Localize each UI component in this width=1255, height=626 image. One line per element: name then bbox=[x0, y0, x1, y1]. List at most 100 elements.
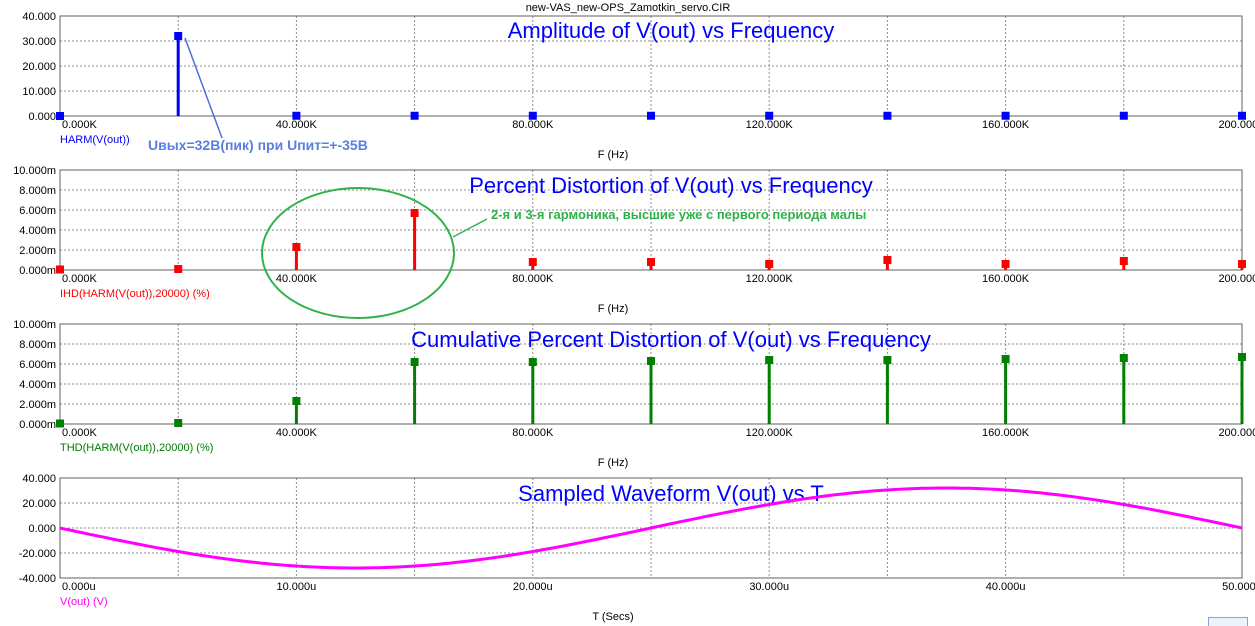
y-tick-label: 6.000m bbox=[19, 205, 56, 217]
x-tick-label: 120.000K bbox=[746, 427, 794, 439]
y-tick-label: 20.000 bbox=[22, 498, 56, 510]
chart-panel-2: 0.000m 2.000m 4.000m 6.000m 8.000m 10.000m 0.0… bbox=[13, 165, 1255, 315]
data-point bbox=[292, 111, 301, 120]
data-point bbox=[1001, 111, 1010, 120]
x-tick-label: 0.000K bbox=[62, 273, 98, 285]
y-tick-label: 30.000 bbox=[22, 36, 56, 48]
data-point bbox=[1001, 260, 1010, 268]
y-tick-label: 0.000 bbox=[28, 523, 56, 535]
data-point bbox=[528, 258, 537, 266]
data-point bbox=[56, 419, 64, 428]
data-point bbox=[765, 260, 774, 268]
x-axis-label: T (Secs) bbox=[592, 611, 633, 623]
data-point bbox=[765, 356, 774, 364]
y-tick-label: 0.000m bbox=[19, 265, 56, 277]
chart-panel-4: -40.000 -20.000 0.000 20.000 40.000 0.000u 10.… bbox=[19, 473, 1255, 623]
x-axis-label: F (Hz) bbox=[598, 149, 629, 161]
x-tick-label: 0.000K bbox=[62, 119, 98, 131]
chart-title: Percent Distortion of V(out) vs Frequenc… bbox=[469, 173, 873, 198]
harmonics-note-arrow bbox=[452, 218, 488, 238]
chart-title: Amplitude of V(out) vs Frequency bbox=[508, 18, 834, 43]
trace-label: HARM(V(out)) bbox=[60, 134, 130, 146]
x-tick-label: 50.000u bbox=[1222, 581, 1255, 593]
y-tick-label: 40.000 bbox=[22, 11, 56, 23]
y-tick-label: 10.000m bbox=[13, 165, 56, 177]
data-point bbox=[1238, 260, 1246, 268]
x-tick-label: 20.000u bbox=[513, 581, 553, 593]
data-point bbox=[883, 256, 892, 264]
y-tick-label: 40.000 bbox=[22, 473, 56, 485]
x-tick-label: 80.000K bbox=[512, 119, 554, 131]
data-point bbox=[56, 265, 64, 274]
chart-panel-1: 0.000 10.000 20.000 30.000 40.000 0.000K 40.00… bbox=[22, 11, 1255, 161]
data-point bbox=[292, 243, 301, 251]
x-tick-label: 80.000K bbox=[512, 427, 554, 439]
data-point bbox=[1119, 257, 1128, 265]
x-tick-label: 200.000K bbox=[1218, 427, 1255, 439]
data-point bbox=[410, 358, 419, 366]
amplitude-note: Uвых=32В(пик) при Uпит=+-35В bbox=[148, 137, 368, 153]
x-tick-label: 40.000K bbox=[276, 273, 318, 285]
window-resize-corner[interactable] bbox=[1208, 617, 1248, 626]
y-tick-label: 8.000m bbox=[19, 185, 56, 197]
data-point bbox=[174, 32, 183, 40]
y-tick-label: -40.000 bbox=[19, 573, 56, 585]
data-point bbox=[1119, 111, 1128, 120]
y-tick-label: 2.000m bbox=[19, 245, 56, 257]
chart-title: Sampled Waveform V(out) vs T bbox=[518, 481, 824, 506]
y-tick-label: 2.000m bbox=[19, 399, 56, 411]
x-axis-label: F (Hz) bbox=[598, 303, 629, 315]
data-point bbox=[883, 111, 892, 120]
x-tick-label: 80.000K bbox=[512, 273, 554, 285]
data-point bbox=[410, 111, 419, 120]
x-tick-label: 30.000u bbox=[749, 581, 789, 593]
x-tick-label: 40.000K bbox=[276, 119, 318, 131]
harmonics-ellipse bbox=[261, 187, 455, 319]
harmonics-note: 2-я и 3-я гармоника, высшие уже с первог… bbox=[491, 207, 866, 222]
data-point bbox=[647, 357, 655, 365]
chart-title: Cumulative Percent Distortion of V(out) … bbox=[411, 327, 931, 352]
x-tick-label: 120.000K bbox=[746, 273, 794, 285]
amplitude-note-arrow bbox=[184, 37, 223, 139]
x-tick-label: 200.000K bbox=[1218, 119, 1255, 131]
x-tick-label: 160.000K bbox=[982, 273, 1030, 285]
trace-label: IHD(HARM(V(out)),20000) (%) bbox=[60, 288, 210, 300]
y-tick-label: 10.000 bbox=[22, 86, 56, 98]
data-point bbox=[528, 358, 537, 366]
x-tick-label: 10.000u bbox=[277, 581, 317, 593]
data-point bbox=[528, 111, 537, 120]
data-point bbox=[1238, 111, 1246, 120]
x-tick-label: 160.000K bbox=[982, 427, 1030, 439]
y-tick-label: 4.000m bbox=[19, 379, 56, 391]
data-point bbox=[292, 397, 301, 405]
y-tick-label: -20.000 bbox=[19, 548, 56, 560]
x-tick-label: 0.000K bbox=[62, 427, 98, 439]
y-tick-label: 4.000m bbox=[19, 225, 56, 237]
data-point bbox=[883, 356, 892, 364]
trace-label: THD(HARM(V(out)),20000) (%) bbox=[60, 442, 213, 454]
chart-panel-3: 0.000m 2.000m 4.000m 6.000m 8.000m 10.000m 0.0… bbox=[13, 319, 1255, 469]
y-tick-label: 6.000m bbox=[19, 359, 56, 371]
data-point bbox=[765, 111, 774, 120]
window-title: new-VAS_new-OPS_Zamotkin_servo.CIR bbox=[526, 2, 731, 14]
x-axis-label: F (Hz) bbox=[598, 457, 629, 469]
data-point bbox=[647, 111, 655, 120]
x-tick-label: 120.000K bbox=[746, 119, 794, 131]
x-tick-label: 200.000K bbox=[1218, 273, 1255, 285]
data-point bbox=[56, 112, 64, 120]
waveform-line bbox=[59, 486, 1243, 570]
data-point bbox=[410, 209, 419, 217]
y-tick-label: 0.000m bbox=[19, 419, 56, 431]
data-point bbox=[1119, 354, 1128, 362]
data-point bbox=[174, 265, 183, 273]
annotations: Uвых=32В(пик) при Uпит=+-35В 2-я и 3-я г… bbox=[148, 37, 866, 319]
x-tick-label: 40.000u bbox=[986, 581, 1026, 593]
x-tick-label: 40.000K bbox=[276, 427, 318, 439]
y-tick-label: 20.000 bbox=[22, 61, 56, 73]
data-point bbox=[1001, 355, 1010, 363]
data-point bbox=[174, 419, 183, 427]
trace-label: V(out) (V) bbox=[60, 596, 108, 608]
y-tick-label: 10.000m bbox=[13, 319, 56, 331]
x-tick-label: 160.000K bbox=[982, 119, 1030, 131]
data-point bbox=[1238, 353, 1246, 361]
